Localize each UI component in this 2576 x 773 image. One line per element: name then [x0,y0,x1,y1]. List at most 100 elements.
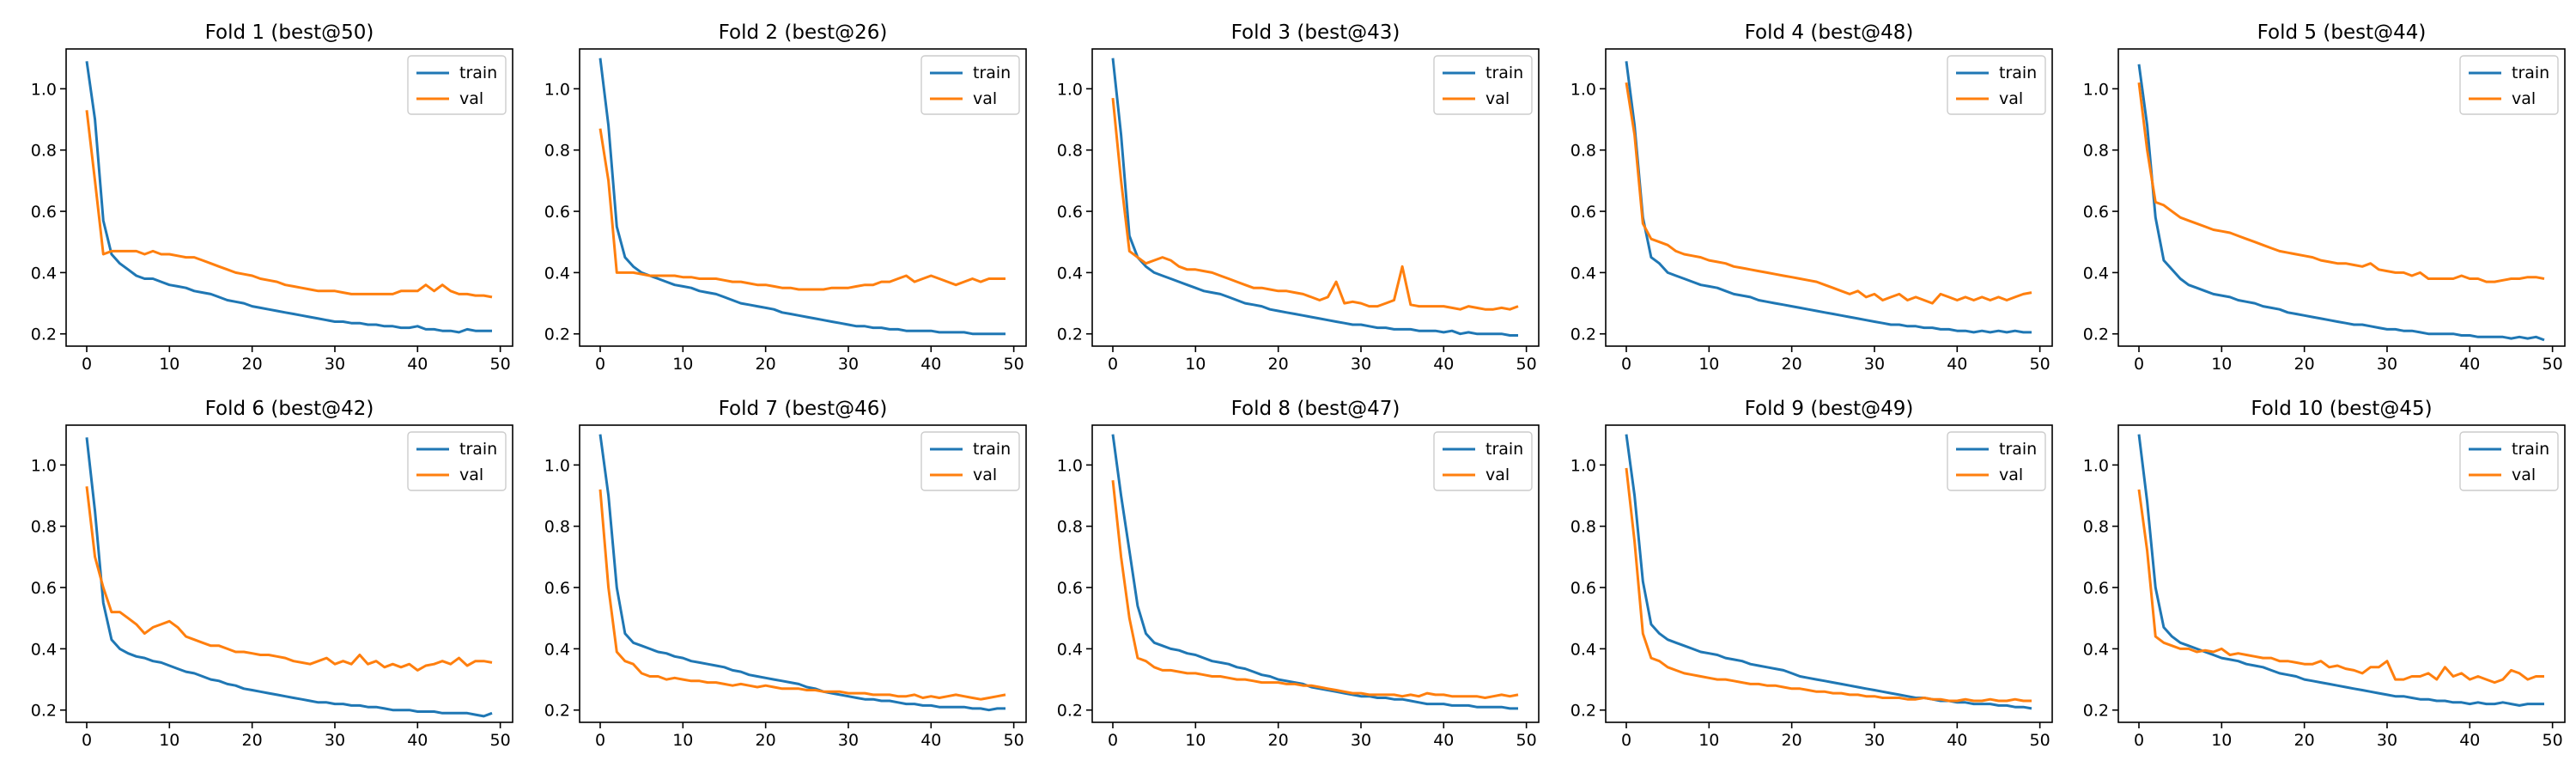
x-tick-label: 20 [2294,731,2315,750]
x-tick-label: 50 [490,355,511,374]
legend: train val [407,431,507,491]
y-tick-label: 0.8 [31,142,57,161]
y-tick-label: 0.6 [2083,203,2109,222]
axes-frame [579,48,1027,347]
val-series-line [1111,97,1519,311]
legend-label-val: val [1485,89,1510,108]
x-tick-label: 30 [1864,355,1885,374]
subplot-fold-5: Fold 5 (best@44) 0 10 20 30 40 50 0.2 0.4 0.6 0.8 1… [2083,21,2566,374]
subplot-title: Fold 5 (best@44) [2257,21,2427,44]
y-tick-label: 0.4 [31,264,57,283]
val-series-line [598,489,1006,701]
y-tick-label: 0.4 [1057,264,1083,283]
val-series-line [85,110,493,299]
x-tick-label: 0 [1108,355,1118,374]
y-tick-label: 0.8 [2083,518,2109,537]
y-tick-label: 0.2 [544,702,570,721]
subplot-fold-3: Fold 3 (best@43) 0 10 20 30 40 50 0.2 0.4 0.6 0.8 1… [1057,21,1540,374]
x-tick-label: 10 [159,355,179,374]
x-tick-label: 30 [2377,355,2397,374]
y-tick-label: 0.4 [31,640,57,659]
x-tick-label: 30 [838,355,859,374]
subplot-title: Fold 1 (best@50) [205,21,374,44]
x-tick-label: 50 [2030,355,2050,374]
y-tick-label: 0.8 [1571,518,1596,537]
y-tick-label: 0.8 [544,518,570,537]
subplot-fold-9: Fold 9 (best@49) 0 10 20 30 40 50 0.2 0.4 0.6 0.8 1… [1571,398,2053,750]
y-tick-label: 1.0 [31,80,57,99]
legend-label-train: train [973,440,1011,459]
x-tick-label: 50 [1516,731,1537,750]
y-tick-label: 0.8 [544,142,570,161]
legend-label-val: val [2512,466,2536,484]
x-tick-label: 30 [325,355,345,374]
train-series-line [1111,58,1518,337]
legend-label-val: val [1485,466,1510,484]
x-tick-label: 0 [1108,731,1118,750]
y-tick-label: 0.6 [1057,203,1083,222]
x-tick-label: 20 [756,731,776,750]
x-tick-label: 0 [1621,731,1631,750]
legend: train val [1433,55,1533,115]
legend-label-train: train [2512,64,2549,82]
y-tick-label: 0.2 [31,702,57,721]
x-tick-label: 30 [325,731,345,750]
subplot-fold-10: Fold 10 (best@45) 0 10 20 30 40 50 0.2 0.4 0.6 0.8… [2083,398,2566,750]
axes-frame [65,48,513,347]
x-tick-label: 10 [159,731,179,750]
legend-label-val: val [973,466,997,484]
legend-label-train: train [459,64,497,82]
legend: train val [920,431,1020,491]
y-tick-label: 0.4 [2083,264,2109,283]
legend-label-train: train [2512,440,2549,459]
legend: train val [920,55,1020,115]
x-tick-label: 20 [1782,355,1802,374]
train-series-line [2137,64,2545,342]
train-series-line [85,437,493,718]
subplot-fold-2: Fold 2 (best@26) 0 10 20 30 40 50 0.2 0.4 0.6 0.8 1… [544,21,1027,374]
train-series-line [1625,434,2032,710]
x-tick-label: 30 [1864,731,1885,750]
x-tick-label: 40 [2459,355,2480,374]
x-tick-label: 40 [920,355,941,374]
y-tick-label: 0.2 [31,326,57,344]
y-tick-label: 1.0 [2083,80,2109,99]
y-tick-label: 1.0 [544,456,570,475]
x-tick-label: 10 [672,731,693,750]
y-tick-label: 0.4 [1571,264,1596,283]
y-tick-label: 0.6 [31,579,57,598]
legend-label-train: train [1999,64,2037,82]
x-tick-label: 50 [1004,731,1024,750]
x-tick-label: 50 [1004,355,1024,374]
train-series-line [1111,434,1518,710]
y-tick-label: 0.6 [544,579,570,598]
legend-label-train: train [1999,440,2037,459]
val-series-line [1111,480,1519,699]
x-tick-label: 50 [2543,355,2563,374]
subplot-fold-6: Fold 6 (best@42) 0 10 20 30 40 50 0.2 0.4 0.6 0.8 1… [31,398,513,750]
legend-label-train: train [1485,440,1523,459]
legend-label-val: val [973,89,997,108]
legend: train val [1433,431,1533,491]
x-tick-label: 40 [407,731,428,750]
subplot-title: Fold 6 (best@42) [205,398,374,420]
subplot-fold-4: Fold 4 (best@48) 0 10 20 30 40 50 0.2 0.4 0.6 0.8 1… [1571,21,2053,374]
x-tick-label: 0 [2134,731,2144,750]
legend: train val [407,55,507,115]
subplot-title: Fold 7 (best@46) [719,398,888,420]
axes-frame [1605,424,2053,723]
train-series-line [598,434,1005,712]
y-tick-label: 1.0 [31,456,57,475]
legend-label-train: train [973,64,1011,82]
axes-frame [1091,48,1540,347]
x-tick-label: 40 [1947,355,1967,374]
x-tick-label: 30 [2377,731,2397,750]
x-tick-label: 0 [595,355,605,374]
y-tick-label: 0.8 [31,518,57,537]
axes-frame [579,424,1027,723]
val-series-line [2137,82,2545,283]
y-tick-label: 0.4 [1571,640,1596,659]
y-tick-label: 1.0 [2083,456,2109,475]
y-tick-label: 0.4 [544,640,570,659]
